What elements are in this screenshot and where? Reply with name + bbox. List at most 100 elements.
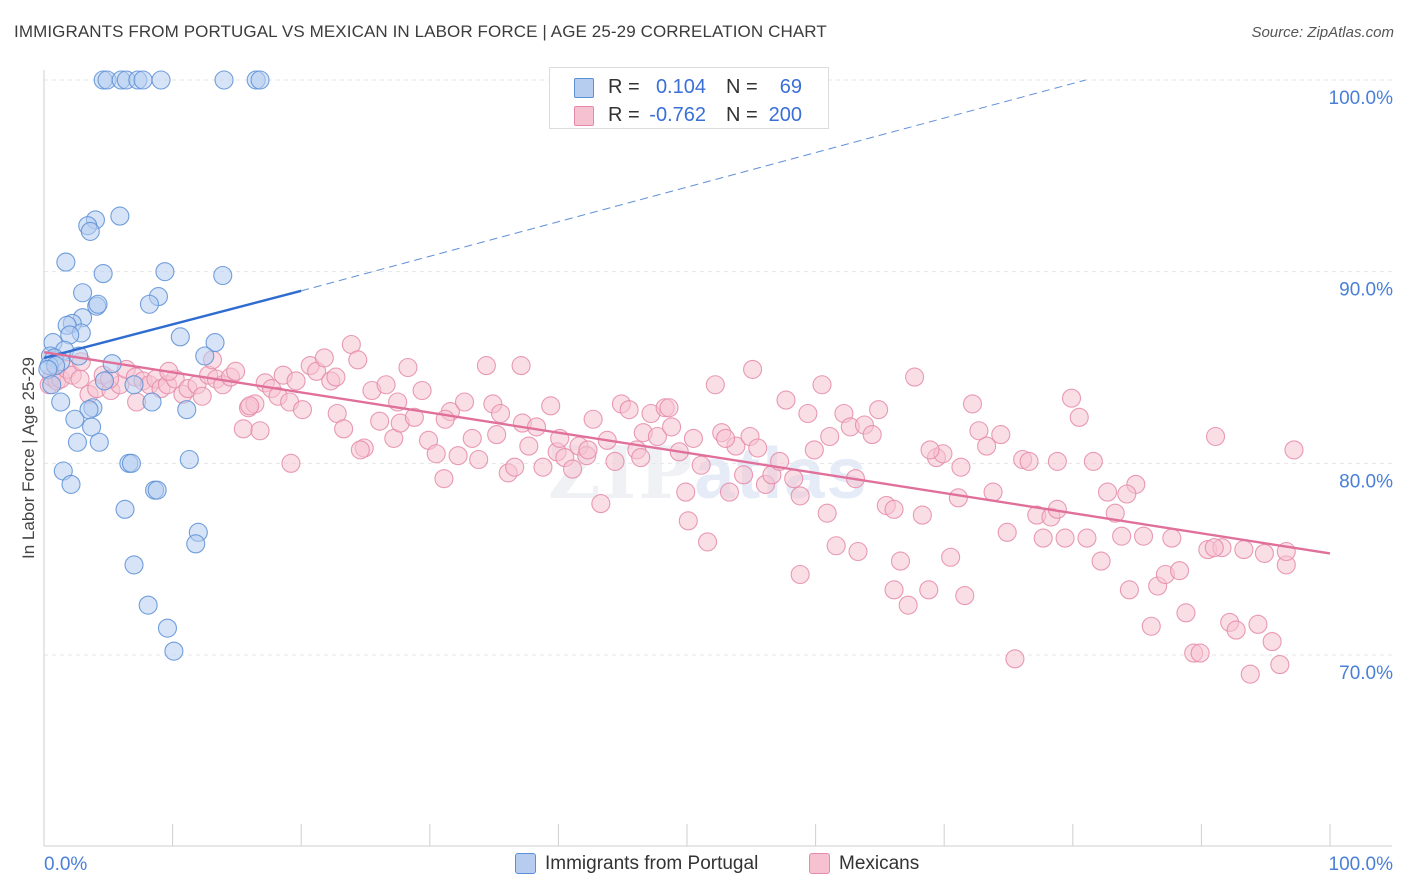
point-mexican <box>869 400 889 420</box>
point-mexican <box>1083 451 1103 471</box>
point-mexican <box>348 350 368 370</box>
point-mexican <box>286 371 306 391</box>
point-mexican <box>1133 526 1154 546</box>
legend-label-portugal: Immigrants from Portugal <box>545 853 759 874</box>
point-portugal <box>82 417 102 437</box>
legend-n-label: N = <box>726 76 758 98</box>
point-mexican <box>511 356 531 376</box>
y-axis-label: In Labor Force | Age 25-29 <box>19 357 38 559</box>
point-portugal <box>186 534 206 554</box>
point-mexican <box>1077 528 1097 548</box>
point-mexican <box>1270 655 1290 675</box>
point-mexican <box>678 511 698 531</box>
point-mexican <box>605 451 625 471</box>
point-portugal <box>177 400 197 420</box>
point-mexican <box>1005 649 1025 669</box>
y-tick-label: 100.0% <box>1329 88 1394 109</box>
point-portugal <box>151 70 171 90</box>
point-mexican <box>812 375 832 395</box>
point-mexican <box>591 494 611 514</box>
point-portugal <box>42 375 62 395</box>
point-mexican <box>404 407 424 427</box>
point-mexican <box>991 425 1011 445</box>
point-mexican <box>281 453 301 473</box>
point-mexican <box>226 361 246 381</box>
y-tick-label: 70.0% <box>1339 663 1393 684</box>
point-mexican <box>743 359 763 379</box>
point-portugal <box>205 333 225 353</box>
legend-swatch-portugal <box>515 853 536 874</box>
point-mexican <box>541 396 561 416</box>
point-mexican <box>1262 632 1282 652</box>
legend-n-label: N = <box>726 104 758 126</box>
point-mexican <box>977 436 997 456</box>
point-mexican <box>533 457 553 477</box>
point-portugal <box>80 221 100 241</box>
point-portugal <box>56 252 76 272</box>
point-mexican <box>676 482 696 502</box>
point-mexican <box>705 375 725 395</box>
point-mexican <box>1226 620 1246 640</box>
point-mexican <box>334 419 354 439</box>
point-mexican <box>647 426 667 447</box>
point-mexican <box>1119 580 1139 600</box>
point-mexican <box>941 547 961 567</box>
point-mexican <box>462 428 482 448</box>
point-mexican <box>983 482 1003 502</box>
point-mexican <box>734 465 754 485</box>
point-mexican <box>376 375 396 395</box>
point-mexican <box>890 551 911 571</box>
legend-r-value: -0.762 <box>649 104 706 126</box>
legend-swatch-portugal <box>574 78 594 98</box>
point-mexican <box>817 503 837 523</box>
point-mexican <box>426 444 446 464</box>
point-mexican <box>1234 540 1254 560</box>
point-portugal <box>157 618 178 638</box>
point-mexican <box>526 417 547 437</box>
point-mexican <box>1204 538 1224 558</box>
point-portugal <box>142 392 162 412</box>
point-mexican <box>691 455 711 475</box>
point-mexican <box>583 409 603 429</box>
point-mexican <box>1055 528 1075 548</box>
point-portugal <box>195 346 215 366</box>
trend-line-portugal-extension <box>301 79 1086 292</box>
legend-row-portugal: R = 0.104 N = 69 <box>550 72 828 102</box>
point-mexican <box>662 417 682 437</box>
point-mexican <box>905 367 925 387</box>
point-mexican <box>1047 451 1067 471</box>
point-mexican <box>1254 543 1274 563</box>
x-tick-label: 0.0% <box>44 854 87 875</box>
point-mexican <box>1190 643 1210 663</box>
point-mexican <box>1162 528 1182 548</box>
point-mexican <box>250 421 270 441</box>
chart-source: Source: ZipAtlas.com <box>1251 24 1394 41</box>
trend-line-portugal <box>43 289 302 360</box>
point-portugal <box>213 265 233 286</box>
point-mexican <box>1061 388 1082 408</box>
legend-label-mexicans: Mexicans <box>839 853 920 874</box>
point-portugal <box>138 595 158 615</box>
point-mexican <box>350 440 370 460</box>
point-portugal <box>214 70 234 90</box>
point-portugal <box>115 499 135 519</box>
point-mexican <box>1069 407 1089 427</box>
point-portugal <box>164 641 184 661</box>
point-mexican <box>884 499 904 519</box>
y-tick-label: 90.0% <box>1339 280 1393 301</box>
point-mexican <box>1097 482 1118 502</box>
point-mexican <box>1141 616 1161 636</box>
point-mexican <box>519 436 539 456</box>
point-portugal <box>124 555 144 575</box>
series-legend: Immigrants from Portugal Mexicans <box>0 850 1406 880</box>
point-portugal <box>88 294 108 314</box>
point-mexican <box>1117 484 1137 504</box>
point-mexican <box>920 440 940 460</box>
point-mexican <box>1019 451 1039 471</box>
legend-r-value: 0.104 <box>655 76 706 98</box>
point-portugal <box>93 264 113 284</box>
point-portugal <box>65 409 85 429</box>
point-portugal <box>61 474 81 494</box>
legend-r-label: R = <box>608 76 640 98</box>
point-mexican <box>790 486 810 506</box>
